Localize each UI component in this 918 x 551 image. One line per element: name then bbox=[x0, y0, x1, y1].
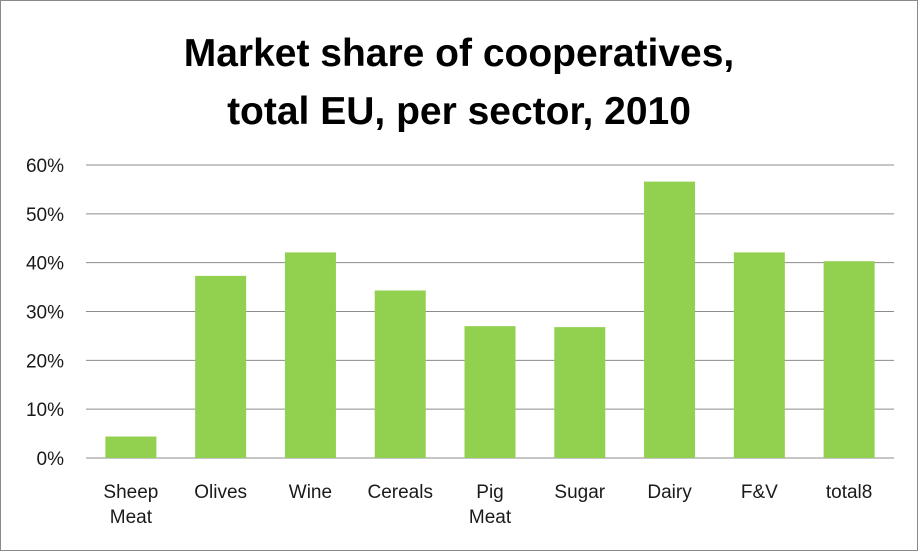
y-tick-label: 40% bbox=[26, 254, 64, 275]
bar bbox=[374, 290, 426, 458]
y-tick-label: 10% bbox=[26, 400, 64, 421]
x-tick-label: Dairy bbox=[647, 482, 692, 503]
chart-title: Market share of cooperatives, total EU, … bbox=[1, 25, 917, 141]
bar bbox=[644, 181, 696, 458]
x-tick-label: Sugar bbox=[554, 482, 605, 503]
y-tick-label: 0% bbox=[37, 449, 65, 470]
x-tick-label: F&V bbox=[741, 482, 778, 503]
x-tick-label: Sheep bbox=[103, 482, 158, 503]
bar bbox=[464, 326, 516, 458]
bar bbox=[823, 261, 875, 458]
bar bbox=[195, 275, 247, 458]
chart-title-line-1: Market share of cooperatives, bbox=[183, 32, 735, 75]
bar bbox=[105, 436, 157, 458]
x-tick-label: Meat bbox=[110, 507, 153, 528]
x-tick-label: total8 bbox=[826, 482, 872, 503]
x-tick-label: Cereals bbox=[367, 482, 432, 503]
x-tick-label: Wine bbox=[289, 482, 332, 503]
bar bbox=[554, 327, 606, 458]
y-tick-label: 50% bbox=[26, 205, 64, 226]
x-tick-label: Meat bbox=[469, 507, 512, 528]
chart-title-line-2: total EU, per sector, 2010 bbox=[227, 90, 691, 133]
y-tick-label: 20% bbox=[26, 351, 64, 372]
x-tick-label: Olives bbox=[194, 482, 247, 503]
y-tick-label: 60% bbox=[26, 156, 64, 177]
x-tick-label: Pig bbox=[476, 482, 503, 503]
bar bbox=[733, 252, 785, 458]
y-tick-label: 30% bbox=[26, 303, 64, 324]
bar bbox=[284, 252, 336, 458]
